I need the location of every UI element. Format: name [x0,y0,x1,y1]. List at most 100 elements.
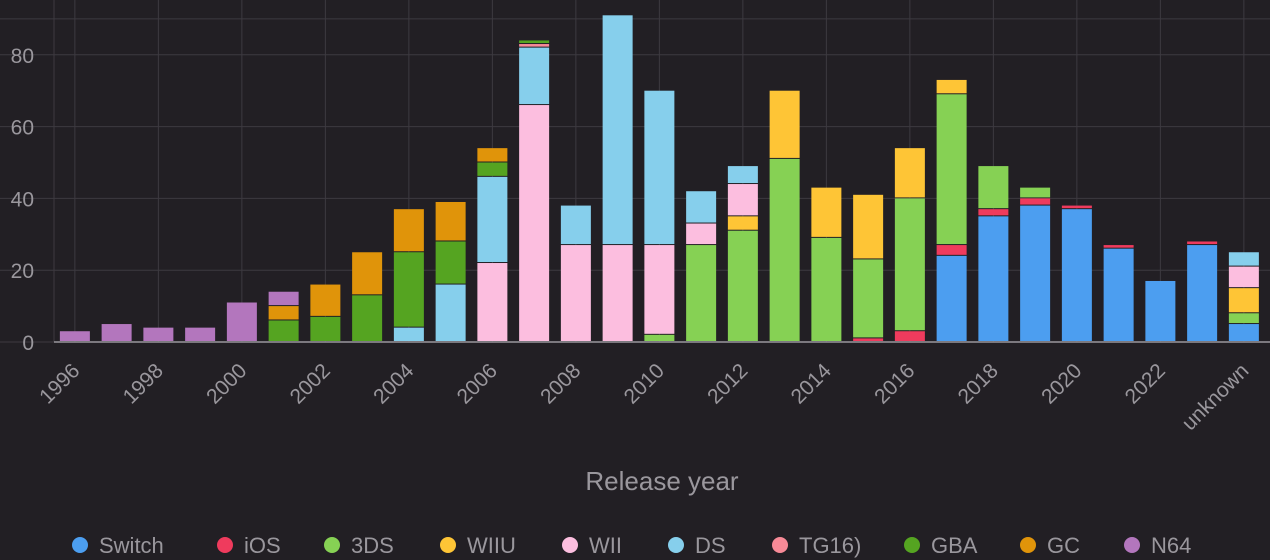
legend-swatch [1124,537,1140,553]
x-tick-label: 2012 [703,359,752,408]
bar-segment-ios-2019 [1020,198,1051,205]
bar-segment-3ds-2014 [811,237,842,341]
bar-segment-ios-2015 [853,338,884,341]
bar-segment-wiiu-2014 [811,187,842,237]
bar-segment-gba-2007 [519,40,550,44]
bar-segment-ios-2020 [1061,205,1092,209]
bar-segment-switch-2019 [1020,205,1051,341]
bar-segment-wii-2009 [602,245,633,341]
bar-segment-gba-2004 [393,252,424,327]
x-tick-label: 2022 [1121,359,1170,408]
bar-segment-3ds-2012 [727,230,758,341]
bar-segment-ios-2023 [1187,241,1218,245]
bar-segment-gc-2006 [477,148,508,162]
legend-label: 3DS [351,533,394,558]
x-tick-label: 2002 [286,359,335,408]
x-tick-label: 2006 [453,359,502,408]
y-tick-label: 0 [22,332,34,355]
bar-segment-ds-2004 [393,327,424,341]
y-tick-label: 20 [11,260,34,283]
bar-segment-n64-2001 [268,291,299,306]
bar-segment-switch-2023 [1187,245,1218,341]
legend-label: WII [589,533,622,558]
bar-segment-gc-2002 [310,284,341,316]
bars [59,15,1259,341]
x-tick-label: 2000 [202,359,251,408]
bar-segment-gba-2005 [435,241,466,284]
bar-segment-switch-2020 [1061,209,1092,341]
bar-segment-3ds-unknown [1228,313,1259,324]
bar-segment-ds-2005 [435,284,466,341]
bar-segment-3ds-2011 [686,245,717,341]
x-tick-label: 2008 [536,359,585,408]
legend-swatch [1020,537,1036,553]
bar-segment-wii-2010 [644,245,675,334]
legend-label: GC [1047,533,1080,558]
bar-segment-tg16-2007 [519,44,550,47]
bar-segment-gc-2003 [352,252,383,295]
x-tick-label: 2014 [787,359,837,409]
bar-segment-wii-2011 [686,223,717,245]
bar-segment-gba-2006 [477,162,508,176]
bar-segment-ds-2012 [727,166,758,184]
legend-item-tg16: TG16) [772,533,861,558]
legend-label: DS [695,533,726,558]
bar-segment-3ds-2019 [1020,187,1051,198]
bar-segment-3ds-2010 [644,334,675,341]
bar-segment-gba-2002 [310,316,341,341]
legend-label: GBA [931,533,978,558]
x-tick-label: 2020 [1037,359,1086,408]
bar-segment-3ds-2018 [978,166,1009,209]
legend-swatch [72,537,88,553]
bar-segment-wii-2012 [727,184,758,216]
legend-label: Switch [99,533,164,558]
bar-segment-wiiu-2017 [936,79,967,94]
legend: Switch iOS 3DS WIIU WII DS TG16) GBA GC N64 [72,533,1191,558]
bar-segment-3ds-2013 [769,158,800,341]
x-tick-label: 2010 [620,359,669,408]
legend-item-gba: GBA [904,533,978,558]
legend-item-switch: Switch [72,533,164,558]
x-tick-label: 2004 [369,359,419,409]
x-tick-label: 1998 [119,359,168,408]
bar-segment-ds-2006 [477,176,508,263]
bar-segment-ds-2007 [519,47,550,105]
x-tick-label: 1996 [35,359,84,408]
legend-label: iOS [244,533,281,558]
x-tick-label: 2018 [954,359,1003,408]
bar-segment-wiiu-2012 [727,216,758,230]
bar-segment-wii-2008 [560,245,591,341]
x-tick-label: 2016 [870,359,919,408]
bar-segment-wiiu-2013 [769,90,800,158]
bar-segment-n64-2000 [226,302,257,341]
bar-segment-switch-2022 [1145,280,1176,341]
bar-segment-wii-2007 [519,105,550,341]
bar-segment-gba-2003 [352,295,383,341]
bar-segment-ios-2017 [936,245,967,255]
x-axis-title: Release year [585,466,739,496]
bar-segment-n64-1998 [143,327,174,341]
legend-item-3ds: 3DS [324,533,394,558]
bar-segment-wiiu-2015 [853,194,884,259]
bar-segment-wiiu-2016 [894,148,925,198]
bar-segment-wii-unknown [1228,266,1259,288]
bar-segment-ds-2008 [560,205,591,245]
legend-label: WIIU [467,533,516,558]
bar-segment-switch-2017 [936,255,967,341]
bar-segment-gc-2001 [268,306,299,320]
bar-segment-gc-2005 [435,201,466,241]
x-axis-ticks: 1996 1998 2000 2002 2004 2006 2008 2010 2012 2014… [35,359,1253,435]
legend-label: TG16) [799,533,861,558]
bar-segment-ds-2009 [602,15,633,245]
x-tick-label: unknown [1178,359,1254,435]
bar-segment-wii-2006 [477,263,508,341]
bar-segment-n64-1996 [59,331,90,341]
legend-label: N64 [1151,533,1191,558]
bar-segment-ios-2016 [894,331,925,341]
y-tick-label: 80 [11,45,34,68]
bar-segment-ds-2010 [644,90,675,245]
legend-swatch [772,537,788,553]
legend-item-gc: GC [1020,533,1080,558]
bar-segment-switch-2018 [978,216,1009,341]
